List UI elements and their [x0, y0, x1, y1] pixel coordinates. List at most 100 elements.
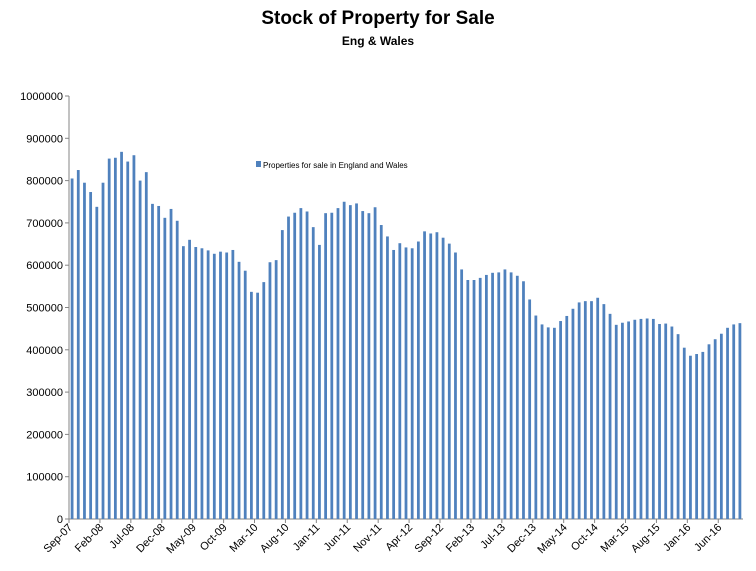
- bar: [355, 203, 358, 519]
- bar: [274, 260, 278, 519]
- bar: [639, 318, 643, 519]
- bar: [571, 308, 575, 519]
- x-tick-label: Jun-11: [322, 522, 354, 554]
- bar: [379, 225, 383, 519]
- bar: [373, 207, 377, 519]
- bar: [367, 213, 371, 520]
- y-tick-label: 800000: [26, 176, 63, 188]
- bar: [416, 241, 420, 519]
- bar: [120, 151, 123, 519]
- x-tick-label: Aug-15: [629, 522, 663, 556]
- legend-swatch: [256, 161, 261, 167]
- x-tick-label: May-14: [535, 522, 569, 556]
- bar: [144, 172, 148, 519]
- bar: [206, 250, 210, 519]
- bar: [231, 249, 235, 519]
- bar: [435, 232, 439, 519]
- bar: [509, 272, 513, 519]
- y-tick-label: 1000000: [20, 91, 63, 103]
- x-tick-label: Apr-12: [383, 522, 415, 554]
- bar: [491, 272, 494, 519]
- y-tick-label: 0: [57, 514, 63, 526]
- y-tick-label: 600000: [26, 260, 63, 272]
- bar: [608, 313, 612, 519]
- bar: [70, 178, 74, 520]
- bar: [212, 253, 216, 519]
- bar: [113, 157, 117, 519]
- bar: [577, 302, 581, 519]
- bar: [441, 237, 445, 519]
- y-tick-label: 500000: [26, 303, 63, 315]
- bar: [392, 249, 396, 519]
- bar: [287, 216, 290, 519]
- bar: [627, 321, 630, 519]
- bar: [670, 326, 674, 519]
- bar: [534, 315, 538, 519]
- bar: [219, 251, 222, 519]
- bar: [157, 205, 161, 520]
- bar: [138, 180, 142, 519]
- bar: [262, 282, 266, 519]
- bar: [497, 272, 501, 519]
- bar: [107, 158, 111, 519]
- bar: [101, 182, 105, 519]
- bar: [89, 192, 93, 519]
- bar: [664, 323, 668, 519]
- bar: [695, 354, 699, 519]
- bar: [132, 155, 136, 519]
- bar: [732, 324, 736, 519]
- bar: [478, 277, 482, 519]
- x-tick-label: Jan-16: [661, 522, 693, 554]
- bar: [472, 280, 476, 519]
- bar: [293, 212, 297, 519]
- bar: [466, 280, 470, 519]
- bar: [701, 351, 705, 519]
- bar: [169, 208, 173, 519]
- bar: [515, 275, 519, 519]
- legend-label: Properties for sale in England and Wales: [263, 161, 408, 170]
- bar: [454, 252, 457, 519]
- bar: [163, 217, 167, 519]
- x-tick-label: Nov-11: [351, 522, 384, 555]
- y-tick-label: 700000: [26, 218, 63, 230]
- bar: [503, 269, 507, 519]
- bar: [348, 205, 352, 519]
- bar: [386, 236, 389, 519]
- x-tick-label: Jan-11: [291, 522, 323, 554]
- bar: [200, 248, 204, 519]
- x-tick-label: Mar-15: [599, 522, 632, 555]
- bar: [225, 252, 229, 519]
- bar: [633, 319, 637, 519]
- x-tick-label: Dec-13: [505, 522, 539, 556]
- bar: [447, 243, 451, 519]
- bar: [719, 333, 723, 519]
- bar: [83, 182, 86, 519]
- bar: [175, 220, 179, 520]
- bar: [256, 292, 259, 519]
- x-tick-label: Oct-09: [198, 522, 230, 554]
- x-tick-label: Mar-10: [228, 522, 261, 555]
- bar: [590, 301, 593, 519]
- bar: [583, 301, 587, 519]
- x-tick-label: Aug-10: [258, 522, 292, 556]
- bar: [707, 344, 711, 519]
- y-tick-label: 100000: [26, 472, 63, 484]
- bar: [342, 201, 346, 519]
- x-tick-label: May-09: [164, 522, 198, 556]
- bar: [410, 248, 414, 519]
- x-tick-label: Feb-08: [73, 522, 106, 555]
- bar: [614, 324, 618, 519]
- chart-title: Stock of Property for Sale: [261, 8, 495, 29]
- bar: [602, 304, 606, 519]
- bar: [460, 269, 464, 519]
- bar: [522, 281, 525, 519]
- bar: [645, 318, 649, 519]
- bar: [528, 299, 532, 519]
- x-tick-label: Sep-12: [413, 522, 447, 556]
- bar: [423, 231, 426, 520]
- bar: [553, 327, 556, 519]
- bar: [250, 291, 253, 519]
- x-tick-label: Oct-14: [569, 522, 601, 554]
- x-tick-label: Jul-13: [478, 522, 508, 552]
